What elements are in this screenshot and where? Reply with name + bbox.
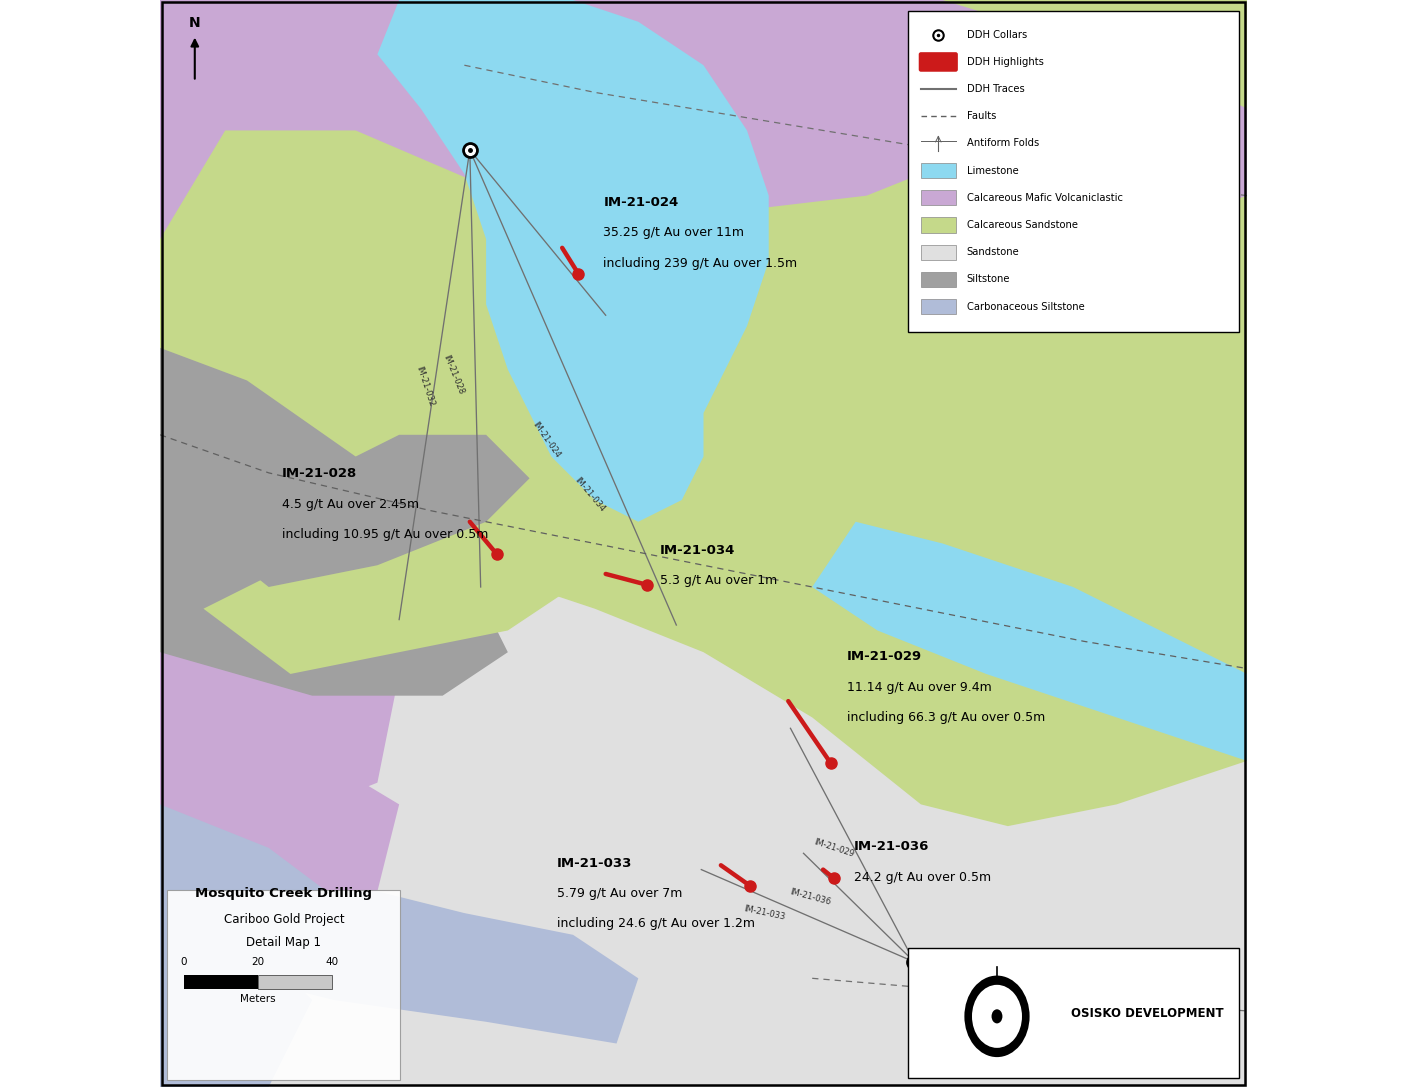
Polygon shape (160, 804, 356, 978)
Text: IM-21-036: IM-21-036 (788, 887, 832, 907)
Bar (922, 217, 955, 233)
Text: DDH Traces: DDH Traces (967, 84, 1024, 95)
Bar (908, 948, 1240, 1078)
Text: 35.25 g/t Au over 11m: 35.25 g/t Au over 11m (604, 226, 744, 239)
Text: Antiform Folds: Antiform Folds (967, 138, 1038, 149)
Text: Detail Map 1: Detail Map 1 (246, 936, 321, 949)
Text: IM-21-028: IM-21-028 (281, 467, 357, 480)
Bar (922, 163, 955, 178)
Text: IM-21-033: IM-21-033 (557, 857, 632, 870)
Text: IM-21-034: IM-21-034 (660, 544, 736, 557)
Bar (922, 272, 955, 287)
Bar (922, 299, 955, 314)
Text: IM-21-024: IM-21-024 (530, 421, 561, 460)
FancyBboxPatch shape (919, 52, 958, 72)
Text: IM-21-034: IM-21-034 (573, 475, 606, 514)
Bar (257, 975, 332, 989)
Text: including 66.3 g/t Au over 0.5m: including 66.3 g/t Au over 0.5m (847, 711, 1045, 724)
Text: including 10.95 g/t Au over 0.5m: including 10.95 g/t Au over 0.5m (281, 528, 488, 541)
Text: Cariboo Gold Project: Cariboo Gold Project (224, 913, 345, 926)
Text: Limestone: Limestone (967, 165, 1019, 176)
Polygon shape (377, 0, 768, 522)
Polygon shape (214, 435, 529, 587)
Text: Sandstone: Sandstone (967, 247, 1019, 258)
Text: Mosquito Creek Drilling: Mosquito Creek Drilling (196, 887, 373, 900)
Text: IM-21-029: IM-21-029 (813, 837, 855, 859)
Text: DDH Collars: DDH Collars (967, 29, 1027, 40)
Polygon shape (160, 587, 400, 826)
Text: Meters: Meters (241, 995, 276, 1004)
Text: Faults: Faults (967, 111, 996, 122)
Polygon shape (160, 0, 1083, 239)
Text: Carbonaceous Siltstone: Carbonaceous Siltstone (967, 301, 1085, 312)
Text: IM-21-024: IM-21-024 (604, 196, 678, 209)
Text: IM-21-036: IM-21-036 (854, 840, 929, 853)
Polygon shape (160, 348, 377, 544)
Text: IM-21-033: IM-21-033 (743, 904, 787, 922)
Text: 40: 40 (325, 958, 338, 967)
Text: including 239 g/t Au over 1.5m: including 239 g/t Au over 1.5m (604, 257, 798, 270)
Text: DDH Highlights: DDH Highlights (967, 57, 1044, 67)
Polygon shape (160, 0, 1247, 826)
Bar (922, 190, 955, 205)
Polygon shape (160, 957, 269, 1087)
Text: 11.14 g/t Au over 9.4m: 11.14 g/t Au over 9.4m (847, 680, 992, 694)
Ellipse shape (992, 1009, 1002, 1024)
Text: 24.2 g/t Au over 0.5m: 24.2 g/t Au over 0.5m (854, 871, 991, 884)
Bar (184, 975, 257, 989)
Text: including 24.6 g/t Au over 1.2m: including 24.6 g/t Au over 1.2m (557, 917, 754, 930)
Polygon shape (812, 522, 1247, 761)
Text: 5.79 g/t Au over 7m: 5.79 g/t Au over 7m (557, 887, 682, 900)
Polygon shape (160, 848, 639, 1044)
Text: IM-21-029: IM-21-029 (847, 650, 922, 663)
Polygon shape (160, 707, 400, 891)
Text: 5.3 g/t Au over 1m: 5.3 g/t Au over 1m (660, 574, 777, 587)
Polygon shape (160, 478, 508, 696)
Ellipse shape (964, 976, 1030, 1057)
Text: Calcareous Sandstone: Calcareous Sandstone (967, 220, 1078, 230)
Text: 4.5 g/t Au over 2.45m: 4.5 g/t Au over 2.45m (281, 498, 419, 511)
Text: 20: 20 (252, 958, 265, 967)
Text: IM-21-028: IM-21-028 (442, 353, 466, 397)
Text: Siltstone: Siltstone (967, 274, 1010, 285)
Polygon shape (204, 522, 573, 674)
Bar (922, 245, 955, 260)
Text: IM-21-032: IM-21-032 (415, 364, 436, 408)
Bar (908, 11, 1240, 332)
Text: 0: 0 (180, 958, 187, 967)
Polygon shape (160, 913, 312, 1087)
Ellipse shape (972, 985, 1021, 1048)
Text: N: N (189, 16, 201, 30)
Bar (166, 890, 400, 1080)
Text: Calcareous Mafic Volcaniclastic: Calcareous Mafic Volcaniclastic (967, 192, 1123, 203)
Polygon shape (834, 65, 1247, 239)
Text: OSISKO DEVELOPMENT: OSISKO DEVELOPMENT (1071, 1007, 1224, 1020)
